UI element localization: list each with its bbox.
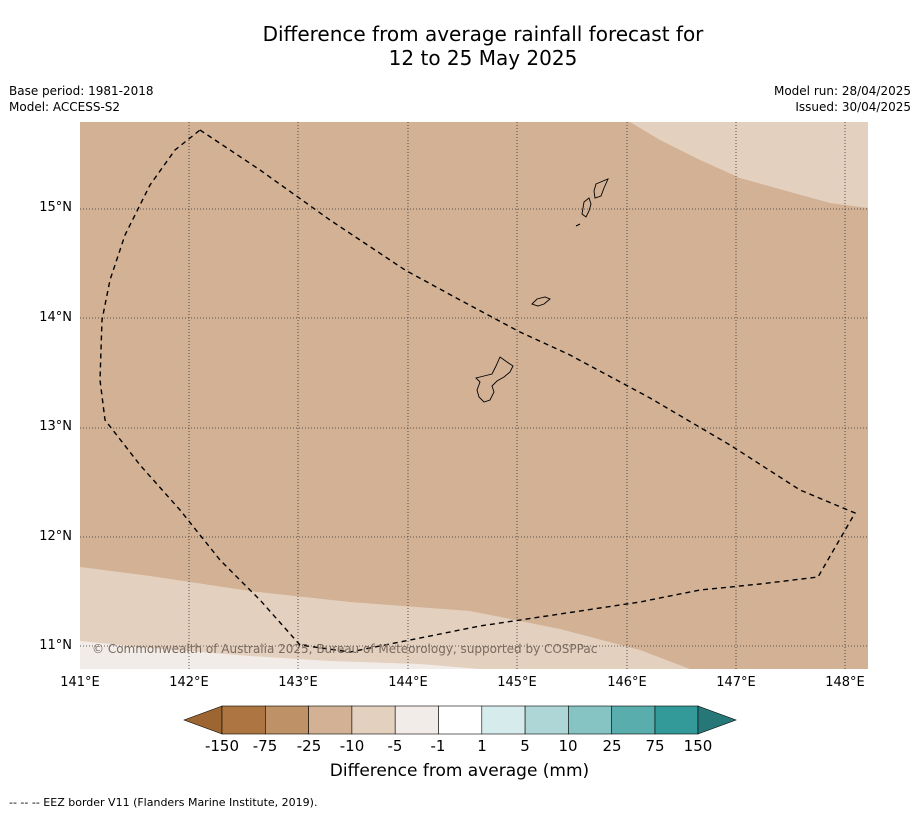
colorbar-arrow-left <box>183 705 223 735</box>
colorbar-label-5: -5 <box>387 737 403 755</box>
colorbar-label-2: -75 <box>252 737 278 755</box>
colorbar-swatch-10 <box>611 705 656 735</box>
colorbar-swatch-4 <box>351 705 396 735</box>
colorbar-swatch-11 <box>654 705 699 735</box>
lat-label-11n: 11°N <box>39 638 72 653</box>
colorbar-label-10: 25 <box>602 737 622 755</box>
colorbar-swatch-9 <box>568 705 613 735</box>
chart-title: Difference from average rainfall forecas… <box>0 22 919 70</box>
meta-right: Model run: 28/04/2025 Issued: 30/04/2025 <box>774 83 911 115</box>
drier-band-south <box>80 567 690 669</box>
meta-left: Base period: 1981-2018 Model: ACCESS-S2 <box>9 83 154 115</box>
model-run: Model run: 28/04/2025 <box>773 84 911 98</box>
colorbar-swatch-7 <box>481 705 526 735</box>
colorbar-label-1: -150 <box>204 737 240 755</box>
island-rota <box>531 296 551 307</box>
drier-band-northeast <box>630 122 868 208</box>
lat-label-13n: 13°N <box>39 419 72 434</box>
colorbar <box>183 705 737 735</box>
colorbar-label-9: 10 <box>558 737 578 755</box>
lat-label-12n: 12°N <box>39 529 72 544</box>
colorbar-label-6: -1 <box>430 737 446 755</box>
lon-label-148e: 148°E <box>825 675 865 690</box>
model-name: Model: ACCESS-S2 <box>9 100 121 114</box>
island-guam <box>475 356 514 403</box>
island-saipan <box>593 178 609 199</box>
colorbar-swatch-2 <box>264 705 309 735</box>
colorbar-label-8: 5 <box>520 737 530 755</box>
lat-label-15n: 15°N <box>39 200 72 215</box>
lon-label-146e: 146°E <box>607 675 647 690</box>
colorbar-swatch-3 <box>308 705 353 735</box>
near-average-band-south <box>80 641 480 669</box>
colorbar-swatch-5 <box>394 705 439 735</box>
lon-label-142e: 142°E <box>169 675 209 690</box>
title-line-2: 12 to 25 May 2025 <box>388 46 578 70</box>
title-line-1: Difference from average rainfall forecas… <box>262 22 704 46</box>
island-tinian <box>581 197 592 218</box>
colorbar-swatch-8 <box>524 705 569 735</box>
issued-date: Issued: 30/04/2025 <box>795 100 911 114</box>
lon-label-147e: 147°E <box>716 675 756 690</box>
colorbar-label-4: -10 <box>339 737 365 755</box>
eez-border <box>99 129 857 653</box>
colorbar-label-3: -25 <box>296 737 322 755</box>
colorbar-title: Difference from average (mm) <box>329 761 590 781</box>
colorbar-label-12: 150 <box>683 737 713 755</box>
colorbar-label-11: 75 <box>645 737 665 755</box>
eez-footnote: -- -- -- EEZ border V11 (Flanders Marine… <box>9 796 318 809</box>
lon-label-144e: 144°E <box>388 675 428 690</box>
lat-label-14n: 14°N <box>39 310 72 325</box>
map-background <box>80 122 868 669</box>
lon-label-145e: 145°E <box>497 675 537 690</box>
colorbar-swatch-6 <box>438 705 483 735</box>
colorbar-swatch-1 <box>221 705 266 735</box>
grid-lines <box>80 122 868 669</box>
island-aguijan <box>575 223 581 227</box>
copyright-notice: © Commonwealth of Australia 2025, Bureau… <box>92 642 597 656</box>
colorbar-label-7: 1 <box>477 737 487 755</box>
lon-label-143e: 143°E <box>278 675 318 690</box>
lon-label-141e: 141°E <box>60 675 100 690</box>
base-period: Base period: 1981-2018 <box>9 84 154 98</box>
colorbar-arrow-right <box>697 705 737 735</box>
